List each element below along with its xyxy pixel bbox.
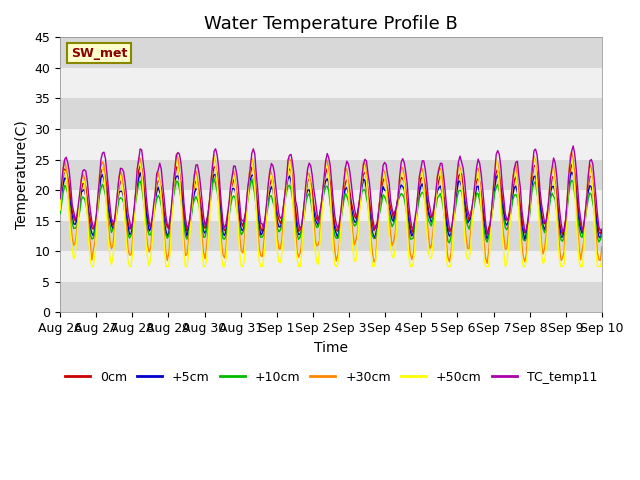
X-axis label: Time: Time xyxy=(314,341,348,355)
Bar xyxy=(60,190,602,221)
Bar xyxy=(60,251,602,282)
Bar xyxy=(60,37,602,68)
Bar xyxy=(60,282,602,312)
Bar xyxy=(60,129,602,159)
Bar xyxy=(60,68,602,98)
Bar xyxy=(60,221,602,251)
Bar xyxy=(60,98,602,129)
Legend: 0cm, +5cm, +10cm, +30cm, +50cm, TC_temp11: 0cm, +5cm, +10cm, +30cm, +50cm, TC_temp1… xyxy=(60,366,602,389)
Title: Water Temperature Profile B: Water Temperature Profile B xyxy=(204,15,458,33)
Bar xyxy=(60,159,602,190)
Text: SW_met: SW_met xyxy=(71,47,127,60)
Y-axis label: Temperature(C): Temperature(C) xyxy=(15,120,29,229)
